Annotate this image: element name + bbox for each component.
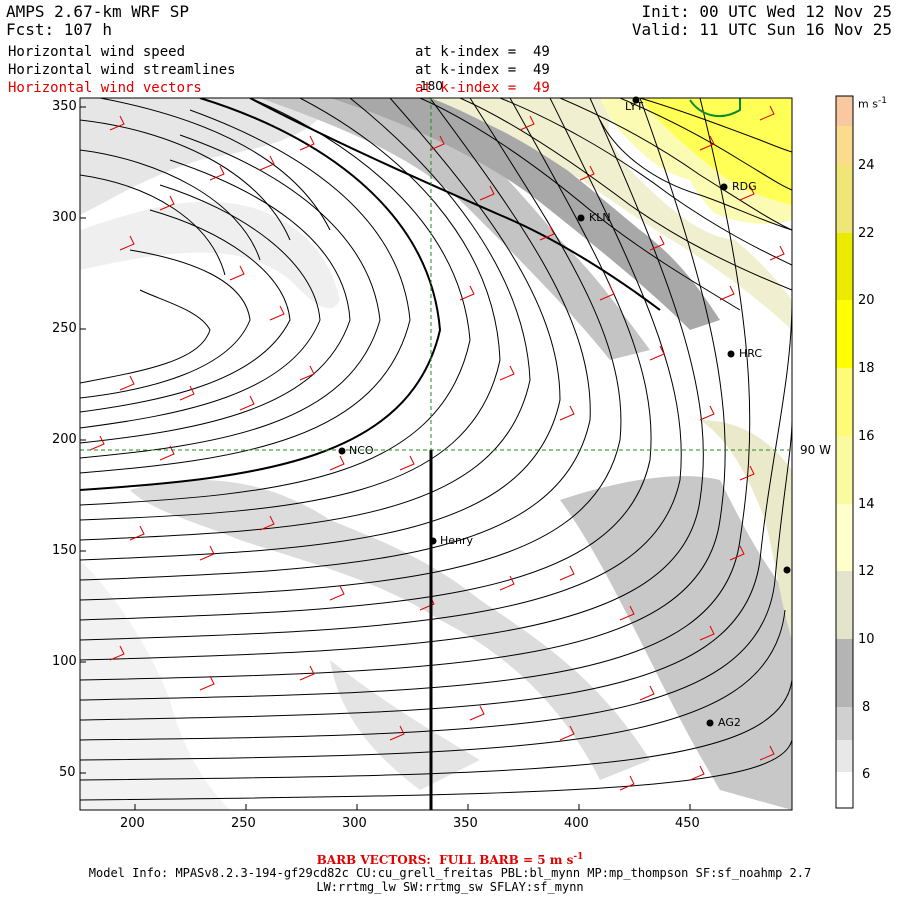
x-tick-label: 450 bbox=[675, 816, 700, 831]
green-contour bbox=[689, 98, 741, 118]
x-tick-label: 400 bbox=[564, 816, 589, 831]
field-name-vectors: Horizontal wind vectors bbox=[8, 80, 202, 96]
colorbar-bin bbox=[836, 96, 853, 126]
streamlines bbox=[80, 98, 792, 801]
field-name-streamlines: Horizontal wind streamlines bbox=[8, 62, 236, 78]
y-tick-label: 50 bbox=[59, 765, 76, 780]
field-name-speed: Horizontal wind speed bbox=[8, 44, 186, 60]
colorbar-label: 14 bbox=[858, 497, 875, 512]
station-label: RDG bbox=[732, 180, 757, 193]
station-label: NCO bbox=[349, 444, 374, 457]
colorbar-bin bbox=[836, 740, 853, 772]
colorbar-label: 16 bbox=[858, 429, 875, 444]
colorbar-label: 22 bbox=[858, 226, 875, 241]
station-marker-ag2 bbox=[706, 719, 714, 727]
colorbar-label: 12 bbox=[858, 564, 875, 579]
field-level-streamlines: at k-index = 49 bbox=[415, 62, 550, 78]
y-tick-label: 100 bbox=[52, 654, 77, 669]
colorbar-bin bbox=[836, 165, 853, 233]
colorbar bbox=[835, 95, 854, 809]
x-tick-label: 250 bbox=[231, 816, 256, 831]
station-label: HRC bbox=[739, 347, 763, 360]
colorbar-units-exp: -1 bbox=[877, 96, 887, 106]
y-tick-label: 150 bbox=[52, 543, 77, 558]
init-time: Init: 00 UTC Wed 12 Nov 25 bbox=[641, 2, 892, 21]
field-level-speed: at k-index = 49 bbox=[415, 44, 550, 60]
colorbar-frame bbox=[835, 95, 854, 809]
colorbar-bin bbox=[836, 436, 853, 504]
colorbar-bin bbox=[836, 571, 853, 639]
station-label: AG2 bbox=[718, 716, 741, 729]
colorbar-bin bbox=[836, 300, 853, 368]
station-marker-nco bbox=[338, 447, 346, 455]
y-tick-label: 350 bbox=[52, 99, 77, 114]
barb-legend-text: BARB VECTORS: FULL BARB = 5 m s bbox=[316, 853, 574, 867]
barb-legend: BARB VECTORS: FULL BARB = 5 m s-1 bbox=[0, 850, 900, 867]
station-label: KLN bbox=[589, 211, 611, 224]
coastline bbox=[599, 119, 792, 231]
station-label: Henry bbox=[440, 534, 474, 547]
y-tick-label: 300 bbox=[52, 210, 77, 225]
x-tick-label: 350 bbox=[453, 816, 478, 831]
colorbar-label: 8 bbox=[862, 700, 871, 715]
bold-streamlines bbox=[80, 98, 661, 491]
valid-time: Valid: 11 UTC Sun 16 Nov 25 bbox=[631, 20, 892, 39]
station-markers bbox=[338, 96, 791, 727]
station-marker-hrc bbox=[727, 350, 735, 358]
station-marker-lyt bbox=[632, 96, 640, 104]
axis-ticks bbox=[80, 106, 691, 810]
colorbar-bin bbox=[836, 504, 853, 571]
model-info-line2: LW:rrtmg_lw SW:rrtmg_sw SFLAY:sf_mynn bbox=[316, 880, 584, 894]
y-tick-label: 200 bbox=[52, 432, 77, 447]
x-tick-label: 300 bbox=[342, 816, 367, 831]
colorbar-units-text: m s bbox=[858, 97, 878, 111]
station-marker-henry bbox=[429, 537, 437, 545]
meridian-label: 180 bbox=[420, 79, 443, 93]
colorbar-bin bbox=[836, 639, 853, 707]
parallel-label: 90 W bbox=[800, 443, 831, 457]
colorbar-label: 20 bbox=[858, 293, 875, 308]
colorbar-label: 6 bbox=[862, 767, 871, 782]
station-marker-rdg bbox=[720, 183, 728, 191]
colorbar-label: 24 bbox=[858, 158, 875, 173]
station-marker-edge bbox=[783, 566, 791, 574]
colorbar-units: m s-1 bbox=[858, 96, 887, 111]
model-info: Model Info: MPASv8.2.3-194-gf29cd82c CU:… bbox=[88, 866, 812, 880]
station-label: LYT bbox=[625, 100, 644, 113]
colorbar-label: 10 bbox=[858, 632, 875, 647]
y-tick-label: 250 bbox=[52, 321, 77, 336]
x-tick-label: 200 bbox=[120, 816, 145, 831]
colorbar-bin bbox=[836, 126, 853, 165]
station-marker-kln bbox=[577, 214, 585, 222]
chart-title: AMPS 2.67-km WRF SP bbox=[6, 2, 190, 21]
barb-legend-exp: -1 bbox=[573, 852, 584, 862]
colorbar-bin bbox=[836, 233, 853, 300]
wind-barbs bbox=[89, 105, 785, 791]
colorbar-label: 18 bbox=[858, 361, 875, 376]
colorbar-bin bbox=[836, 368, 853, 436]
field-level-vectors: at k-index = 49 bbox=[415, 80, 550, 96]
colorbar-bin bbox=[836, 707, 853, 740]
colorbar-bin bbox=[836, 772, 853, 808]
plot-frame bbox=[79, 97, 793, 811]
forecast-hour: Fcst: 107 h bbox=[6, 20, 112, 39]
